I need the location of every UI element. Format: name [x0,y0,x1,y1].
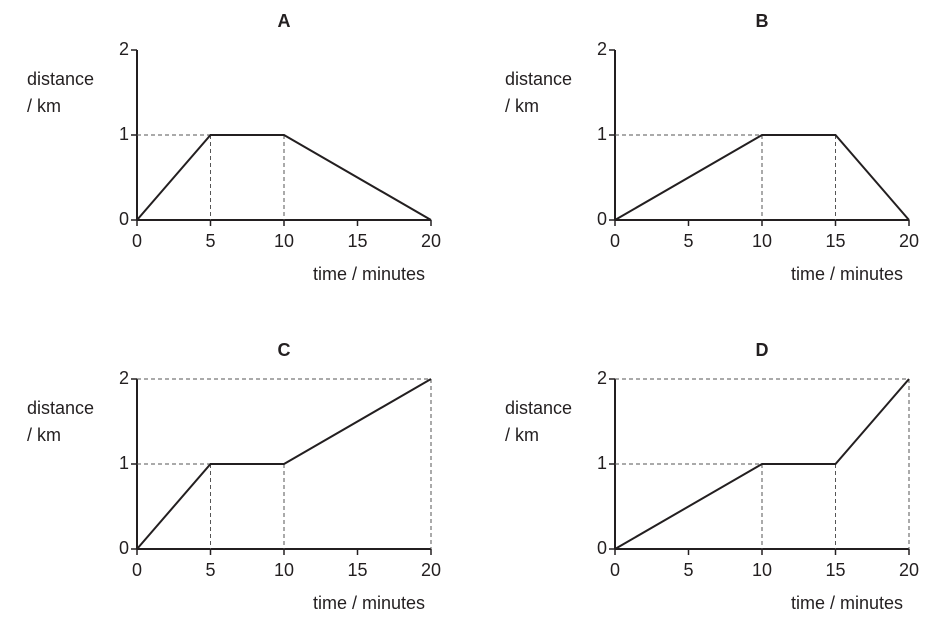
y-tick-label: 1 [597,453,607,473]
x-tick-label: 10 [274,231,294,251]
x-tick-label: 20 [899,231,919,251]
y-tick-label: 1 [119,124,129,144]
chart-title: D [756,340,769,360]
x-tick-label: 0 [610,560,620,580]
y-tick-label: 1 [597,124,607,144]
x-tick-label: 10 [752,560,772,580]
y-tick-label: 0 [597,209,607,229]
data-line [136,134,432,221]
x-axis-label: time / minutes [791,264,903,284]
x-tick-label: 20 [899,560,919,580]
x-tick-label: 10 [752,231,772,251]
y-axis-label: distance [505,69,572,89]
data-line [136,378,432,550]
y-tick-label: 0 [119,209,129,229]
y-axis-label: / km [27,96,61,116]
y-axis-label: / km [505,96,539,116]
x-tick-label: 5 [683,231,693,251]
x-tick-label: 20 [421,231,441,251]
x-tick-label: 10 [274,560,294,580]
y-tick-label: 0 [119,538,129,558]
x-tick-label: 0 [610,231,620,251]
x-tick-label: 5 [205,231,215,251]
data-line [614,378,910,550]
y-axis-label: distance [27,69,94,89]
x-tick-label: 15 [825,560,845,580]
y-tick-label: 2 [597,39,607,59]
x-tick-label: 5 [683,560,693,580]
y-tick-label: 0 [597,538,607,558]
y-tick-label: 2 [119,368,129,388]
y-axis-label: / km [505,425,539,445]
x-tick-label: 15 [825,231,845,251]
x-tick-label: 20 [421,560,441,580]
x-tick-label: 0 [132,560,142,580]
y-tick-label: 2 [597,368,607,388]
x-tick-label: 0 [132,231,142,251]
x-tick-label: 5 [205,560,215,580]
y-axis-label: / km [27,425,61,445]
data-line [614,134,910,221]
chart-title: A [278,11,291,31]
x-axis-label: time / minutes [313,593,425,613]
y-axis-label: distance [27,398,94,418]
y-tick-label: 1 [119,453,129,473]
chart-title: B [756,11,769,31]
y-tick-label: 2 [119,39,129,59]
x-tick-label: 15 [347,231,367,251]
chart-title: C [278,340,291,360]
x-axis-label: time / minutes [313,264,425,284]
y-axis-label: distance [505,398,572,418]
x-axis-label: time / minutes [791,593,903,613]
x-tick-label: 15 [347,560,367,580]
